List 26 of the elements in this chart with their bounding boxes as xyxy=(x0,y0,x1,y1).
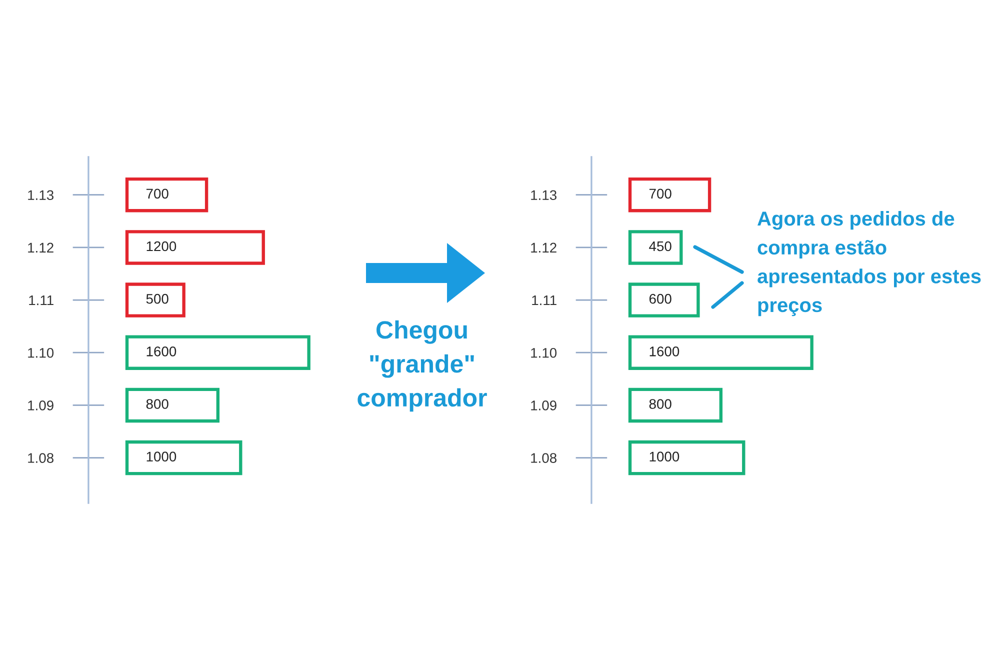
data-label: 600 xyxy=(649,294,672,304)
data-label: 1600 xyxy=(650,346,680,356)
y-tick-label: 1.08 xyxy=(28,453,54,463)
y-tick-label: 1.10 xyxy=(531,348,557,358)
data-label: 800 xyxy=(146,399,168,409)
y-tick-label: 1.12 xyxy=(531,242,556,252)
y-tick-label: 1.11 xyxy=(29,296,54,306)
data-label: 1000 xyxy=(146,452,176,462)
y-tick-label: 1.11 xyxy=(532,296,556,306)
y-tick-label: 1.10 xyxy=(28,348,54,358)
data-label: 800 xyxy=(649,399,672,409)
data-label: 1000 xyxy=(650,452,680,462)
y-tick-label: 1.12 xyxy=(28,242,54,252)
annotation: Agora os pedidos de compra estão apresentados por estes preços xyxy=(757,211,981,316)
y-tick-label: 1.09 xyxy=(531,400,556,410)
y-tick-label: 1.13 xyxy=(28,190,54,200)
data-label: 1200 xyxy=(146,241,176,252)
data-label: 450 xyxy=(649,241,672,252)
data-label: 1600 xyxy=(146,346,176,356)
data-label: 500 xyxy=(146,294,168,304)
y-tick-label: 1.08 xyxy=(531,453,556,463)
data-label: 700 xyxy=(146,188,168,199)
y-tick-label: 1.09 xyxy=(28,400,54,410)
data-label: 700 xyxy=(649,188,672,199)
text: Chegou "grande" comprador xyxy=(358,320,487,412)
y-tick-label: 1.13 xyxy=(531,190,556,200)
